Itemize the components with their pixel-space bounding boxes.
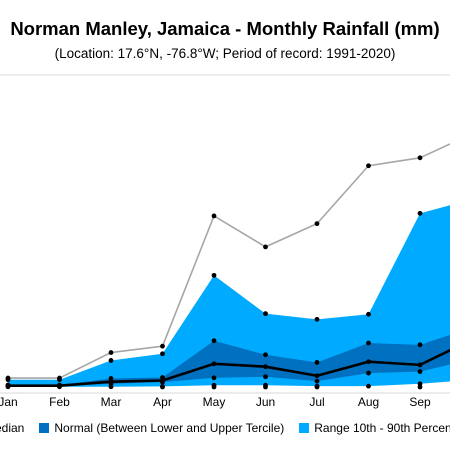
normal-between-lower-and-upper-tercile-lower-point-jun: [263, 374, 268, 380]
median-point-feb: [57, 383, 62, 389]
median-point-aug: [366, 359, 371, 365]
median-point-jan: [5, 383, 11, 389]
median-line: [8, 348, 450, 387]
normal-between-lower-and-upper-tercile-lower-point-aug: [366, 370, 371, 376]
range-10th-90th-percentile-upper-point-apr: [160, 351, 165, 357]
range-10th-90th-percentile-upper-point-jul: [314, 316, 320, 322]
x-tick-label-feb: Feb: [49, 395, 70, 409]
record-point-jun: [263, 244, 268, 250]
legend: Median Normal (Between Lower and Upper Te…: [0, 420, 450, 442]
x-tick-label-apr: Apr: [153, 395, 172, 409]
record-minimum-point-sep: [417, 384, 423, 390]
chart-subtitle: (Location: 17.6°N, -76.8°W; Period of re…: [54, 46, 396, 61]
legend-swatch-range-10th-90th-percentile: [299, 422, 310, 433]
range-10th-90th-percentile-band: [8, 205, 450, 387]
legend-label: Median: [0, 420, 25, 435]
x-tick-label-mar: Mar: [101, 395, 122, 409]
normal-between-lower-and-upper-tercile-upper-point-may: [211, 338, 217, 344]
record-line: [8, 143, 450, 379]
median-point-may: [211, 361, 217, 367]
x-tick-label-aug: Aug: [358, 395, 379, 409]
median-point-apr: [160, 378, 165, 383]
normal-between-lower-and-upper-tercile-upper-point-jun: [263, 352, 268, 358]
x-tick-label-may: May: [203, 395, 226, 409]
chart-title: Norman Manley, Jamaica - Monthly Rainfal…: [10, 18, 440, 39]
normal-between-lower-and-upper-tercile-lower-point-may: [211, 375, 217, 381]
record-minimum-point-apr: [160, 384, 165, 390]
legend-label: Normal (Between Lower and Upper Tercile): [54, 420, 285, 435]
legend-item-median: Median: [0, 421, 24, 435]
record-minimum-point-may: [211, 384, 217, 390]
record-point-mar: [108, 350, 114, 355]
normal-between-lower-and-upper-tercile-lower-point-jul: [314, 378, 320, 384]
range-10th-90th-percentile-upper-point-sep: [417, 210, 423, 216]
x-tick-label-jan: Jan: [0, 395, 18, 409]
range-10th-90th-percentile-upper-point-may: [211, 272, 217, 278]
normal-between-lower-and-upper-tercile-lower-point-sep: [417, 369, 423, 374]
x-tick-label-jul: Jul: [309, 395, 324, 409]
legend-item-range-10th-90th-percentile: Range 10th - 90th Percentile: [299, 421, 450, 435]
record-point-jan: [5, 375, 11, 381]
record-point-jul: [314, 221, 320, 227]
range-10th-90th-percentile-upper-point-aug: [366, 311, 371, 317]
record-point-sep: [417, 155, 423, 161]
median-point-jun: [263, 364, 268, 370]
median-point-mar: [108, 379, 114, 385]
legend-swatch-normal-between-lower-and-upper-tercile: [39, 422, 50, 433]
record-point-feb: [57, 375, 62, 381]
normal-between-lower-and-upper-tercile-upper-point-mar: [108, 376, 114, 381]
normal-between-lower-and-upper-tercile-band: [8, 334, 450, 387]
record-point-apr: [160, 343, 165, 349]
x-tick-label-sep: Sep: [409, 395, 431, 409]
record-minimum-point-jul: [314, 384, 320, 390]
range-10th-90th-percentile-upper-point-jun: [263, 311, 268, 317]
normal-between-lower-and-upper-tercile-upper-point-sep: [417, 342, 423, 348]
normal-between-lower-and-upper-tercile-upper-point-jul: [314, 360, 320, 365]
x-tick-label-jun: Jun: [256, 395, 275, 409]
normal-between-lower-and-upper-tercile-upper-point-aug: [366, 340, 371, 346]
range-10th-90th-percentile-upper-point-mar: [108, 358, 114, 363]
legend-label: Range 10th - 90th Percentile: [314, 420, 450, 435]
record-minimum-point-jun: [263, 384, 268, 390]
median-point-sep: [417, 362, 423, 368]
legend-item-normal-between-lower-and-upper-tercile: Normal (Between Lower and Upper Tercile): [39, 421, 284, 435]
record-point-may: [211, 213, 217, 219]
range-10th-90th-percentile-lower-point-aug: [366, 383, 371, 389]
median-point-jul: [314, 373, 320, 379]
record-point-aug: [366, 163, 371, 169]
